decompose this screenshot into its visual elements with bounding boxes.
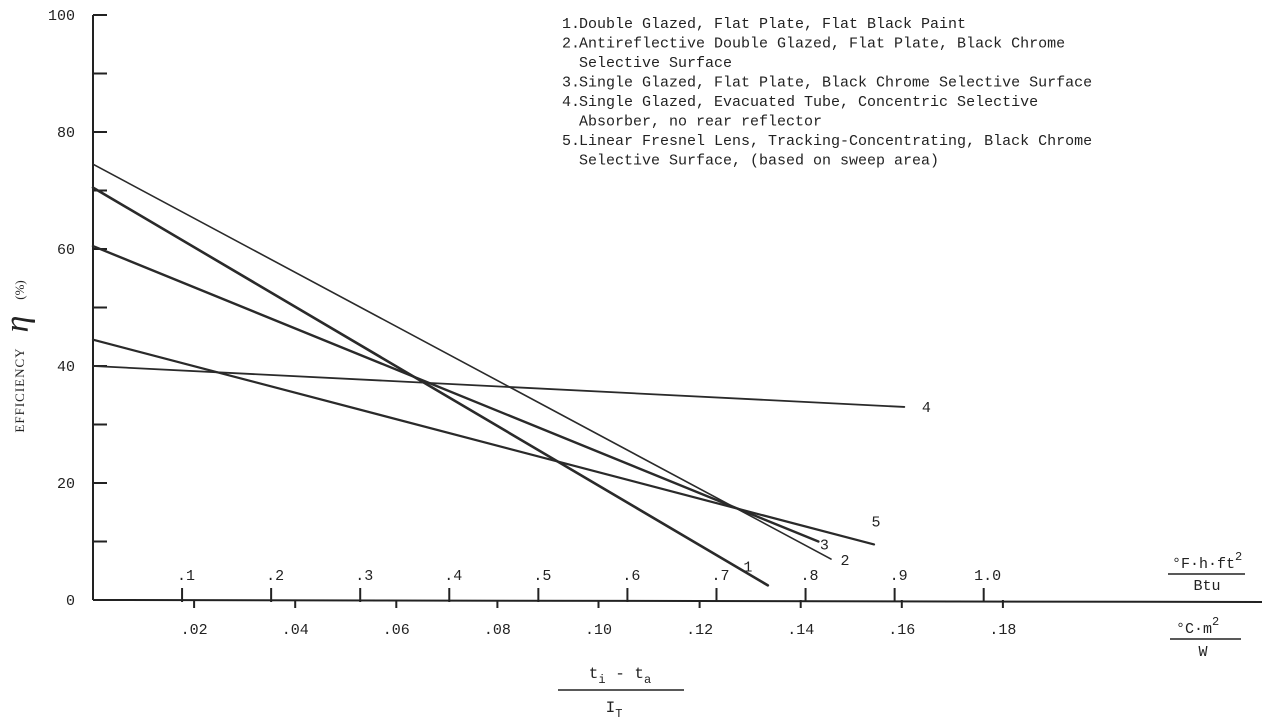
x-tick-label-si: .06 xyxy=(383,622,410,639)
y-axis-unit: (%) xyxy=(12,280,27,300)
legend-entry-5: Linear Fresnel Lens, Tracking-Concentrat… xyxy=(579,133,1092,150)
x-label-it: I xyxy=(606,699,616,717)
x-tick-label-si: .12 xyxy=(686,622,713,639)
legend-number-4: 4. xyxy=(562,94,580,111)
y-tick-label: 60 xyxy=(57,242,75,259)
x-tick-label-english: .4 xyxy=(444,568,462,585)
x-tick-label-si: .08 xyxy=(484,622,511,639)
x-tick-label-si: .04 xyxy=(282,622,309,639)
x-label-it-sub: T xyxy=(615,707,622,721)
x-tick-label-english: .6 xyxy=(622,568,640,585)
x-tick-label-si: .16 xyxy=(888,622,915,639)
y-tick-label: 100 xyxy=(48,8,75,25)
x-label-ti-sub: i xyxy=(598,673,605,687)
legend-number-1: 1. xyxy=(562,16,580,33)
x-unit-english-exponent: 2 xyxy=(1235,550,1242,564)
x-tick-label-english: .2 xyxy=(266,568,284,585)
series-line-4 xyxy=(92,365,906,408)
x-tick-label-si: .02 xyxy=(181,622,208,639)
y-tick-label: 0 xyxy=(66,593,75,610)
series-line-2 xyxy=(92,163,832,560)
legend-entry-2: Antireflective Double Glazed, Flat Plate… xyxy=(579,36,1065,53)
legend: 1.Double Glazed, Flat Plate, Flat Black … xyxy=(562,16,1092,170)
x-tick-label-si: .10 xyxy=(585,622,612,639)
x-unit-si-numerator: °C·m xyxy=(1176,621,1212,638)
x-label-ta-sub: a xyxy=(644,673,651,687)
y-axis-title: EFFICIENCY η (%) xyxy=(0,280,36,432)
x-axis xyxy=(92,599,1263,603)
legend-entry-4: Absorber, no rear reflector xyxy=(579,114,822,131)
series-label-1: 1 xyxy=(743,559,752,576)
series-label-5: 5 xyxy=(871,514,880,531)
x-label-ti: t xyxy=(589,665,599,683)
x-axis-ticks: .02 .04 .06 .08 .10 .12 .14 .16 .18 .1 .2 .3 .4 .5 .6.… xyxy=(177,568,1016,639)
x-label-minus: - xyxy=(615,665,625,683)
x-tick-label-english: .8 xyxy=(801,568,819,585)
legend-entry-2: Selective Surface xyxy=(579,55,732,72)
x-tick-label-english: 1.0 xyxy=(974,568,1001,585)
y-tick-label: 80 xyxy=(57,125,75,142)
x-unit-si-denominator: W xyxy=(1198,644,1207,661)
series-label-2: 2 xyxy=(841,553,850,570)
y-axis-ticks: 100 80 60 40 20 0 xyxy=(48,8,107,610)
y-tick-label: 20 xyxy=(57,476,75,493)
legend-number-5: 5. xyxy=(562,133,580,150)
x-unit-si: °C·m2 W xyxy=(1170,615,1241,661)
x-unit-english-numerator: °F·h·ft xyxy=(1172,556,1235,573)
svg-text:°F·h·ft2: °F·h·ft2 xyxy=(1172,550,1242,573)
legend-entry-4: Single Glazed, Evacuated Tube, Concentri… xyxy=(579,94,1038,111)
x-label-ta: t xyxy=(634,665,644,683)
x-unit-english-denominator: Btu xyxy=(1193,578,1220,595)
series-lines xyxy=(91,163,906,587)
x-tick-label-english: .5 xyxy=(533,568,551,585)
x-tick-label-english: .9 xyxy=(890,568,908,585)
x-unit-english: °F·h·ft2 Btu xyxy=(1168,550,1245,595)
svg-text:ti - ta: ti - ta xyxy=(589,665,651,687)
series-label-3: 3 xyxy=(820,538,829,555)
x-axis-title: ti - ta IT xyxy=(558,665,684,721)
x-tick-label-english: .7 xyxy=(711,568,729,585)
svg-text:IT: IT xyxy=(606,699,623,721)
legend-entry-3: Single Glazed, Flat Plate, Black Chrome … xyxy=(579,75,1092,92)
series-label-4: 4 xyxy=(922,400,931,417)
legend-number-3: 3. xyxy=(562,75,580,92)
y-axis-label: EFFICIENCY xyxy=(12,347,27,432)
series-line-5 xyxy=(91,338,876,546)
x-tick-label-si: .18 xyxy=(989,622,1016,639)
series-line-1 xyxy=(91,186,770,587)
legend-number-2: 2. xyxy=(562,36,580,53)
x-tick-label-english: .3 xyxy=(355,568,373,585)
x-unit-si-exponent: 2 xyxy=(1212,615,1219,629)
series-line-3 xyxy=(91,244,820,543)
y-axis-symbol: η xyxy=(0,316,36,333)
svg-text:°C·m2: °C·m2 xyxy=(1176,615,1219,638)
y-tick-label: 40 xyxy=(57,359,75,376)
legend-entry-1: Double Glazed, Flat Plate, Flat Black Pa… xyxy=(579,16,966,33)
legend-entry-5: Selective Surface, (based on sweep area) xyxy=(579,153,939,170)
x-tick-label-english: .1 xyxy=(177,568,195,585)
x-tick-label-si: .14 xyxy=(787,622,814,639)
